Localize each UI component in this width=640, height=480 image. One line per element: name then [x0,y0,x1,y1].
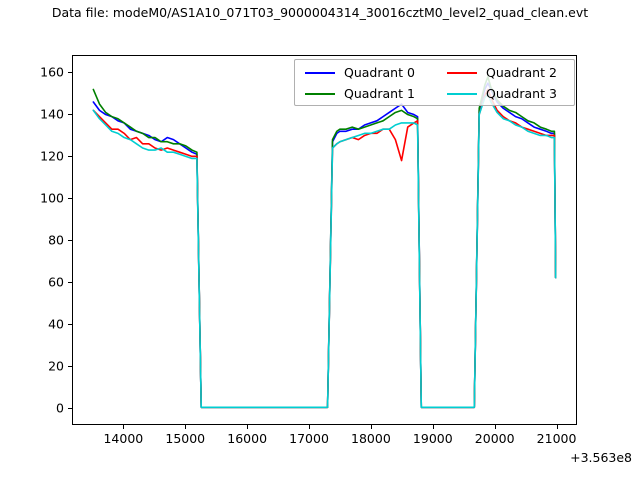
y-tick-label: 0 [56,400,64,416]
x-tick-mark [123,425,125,429]
x-tick-label: 18000 [351,431,391,446]
y-tick-label: 160 [40,64,64,80]
legend-item: Quadrant 3 [447,83,557,105]
y-tick-mark [68,324,72,326]
x-tick-label: 16000 [227,431,268,446]
plot-area [72,55,577,425]
y-tick-mark [68,113,72,115]
series-line-quadrant-2 [92,88,557,409]
y-tick-label: 80 [48,232,64,248]
legend: Quadrant 0 Quadrant 1 Quadrant 2 Quadrant 3 [294,59,575,106]
legend-item: Quadrant 1 [305,83,415,105]
legend-label: Quadrant 0 [344,64,415,80]
data-lines [92,76,557,409]
x-tick-label: 20000 [474,431,515,446]
x-tick-label: 19000 [412,431,453,446]
x-tick-mark [247,425,249,429]
y-tick-label: 140 [40,106,64,122]
y-tick-mark [68,408,72,410]
legend-item: Quadrant 2 [447,62,557,84]
x-tick-label: 17000 [289,431,329,446]
y-tick-mark [68,282,72,284]
x-tick-label: 14000 [103,431,144,446]
x-tick-mark [185,425,187,429]
y-tick-label: 120 [40,148,64,164]
legend-item: Quadrant 0 [305,62,415,84]
y-tick-mark [68,366,72,368]
y-tick-mark [68,240,72,241]
series-line-quadrant-1 [92,76,557,409]
legend-color-swatch [305,72,335,74]
legend-color-swatch [447,72,477,74]
series-line-quadrant-3 [92,92,557,409]
x-tick-mark [370,425,372,429]
y-tick-mark [68,155,72,157]
y-tick-label: 20 [48,358,64,374]
legend-label: Quadrant 1 [344,85,415,101]
y-tick-label: 100 [40,190,64,206]
x-tick-mark [432,425,434,429]
page-title: Data file: modeM0/AS1A10_071T03_90000043… [51,5,589,20]
x-axis-offset-label: +3.563e8 [570,450,632,465]
y-tick-label: 40 [48,316,64,332]
series-line-quadrant-0 [92,82,557,409]
legend-label: Quadrant 2 [486,64,557,80]
x-tick-label: 21000 [536,431,577,446]
legend-color-swatch [447,93,477,95]
y-tick-label: 60 [48,274,64,290]
x-tick-mark [556,425,558,429]
y-tick-mark [68,71,72,73]
x-tick-label: 15000 [165,431,206,446]
x-tick-mark [494,425,496,429]
x-tick-mark [309,425,311,429]
legend-color-swatch [305,93,335,95]
legend-label: Quadrant 3 [486,85,557,101]
y-tick-mark [68,197,72,199]
